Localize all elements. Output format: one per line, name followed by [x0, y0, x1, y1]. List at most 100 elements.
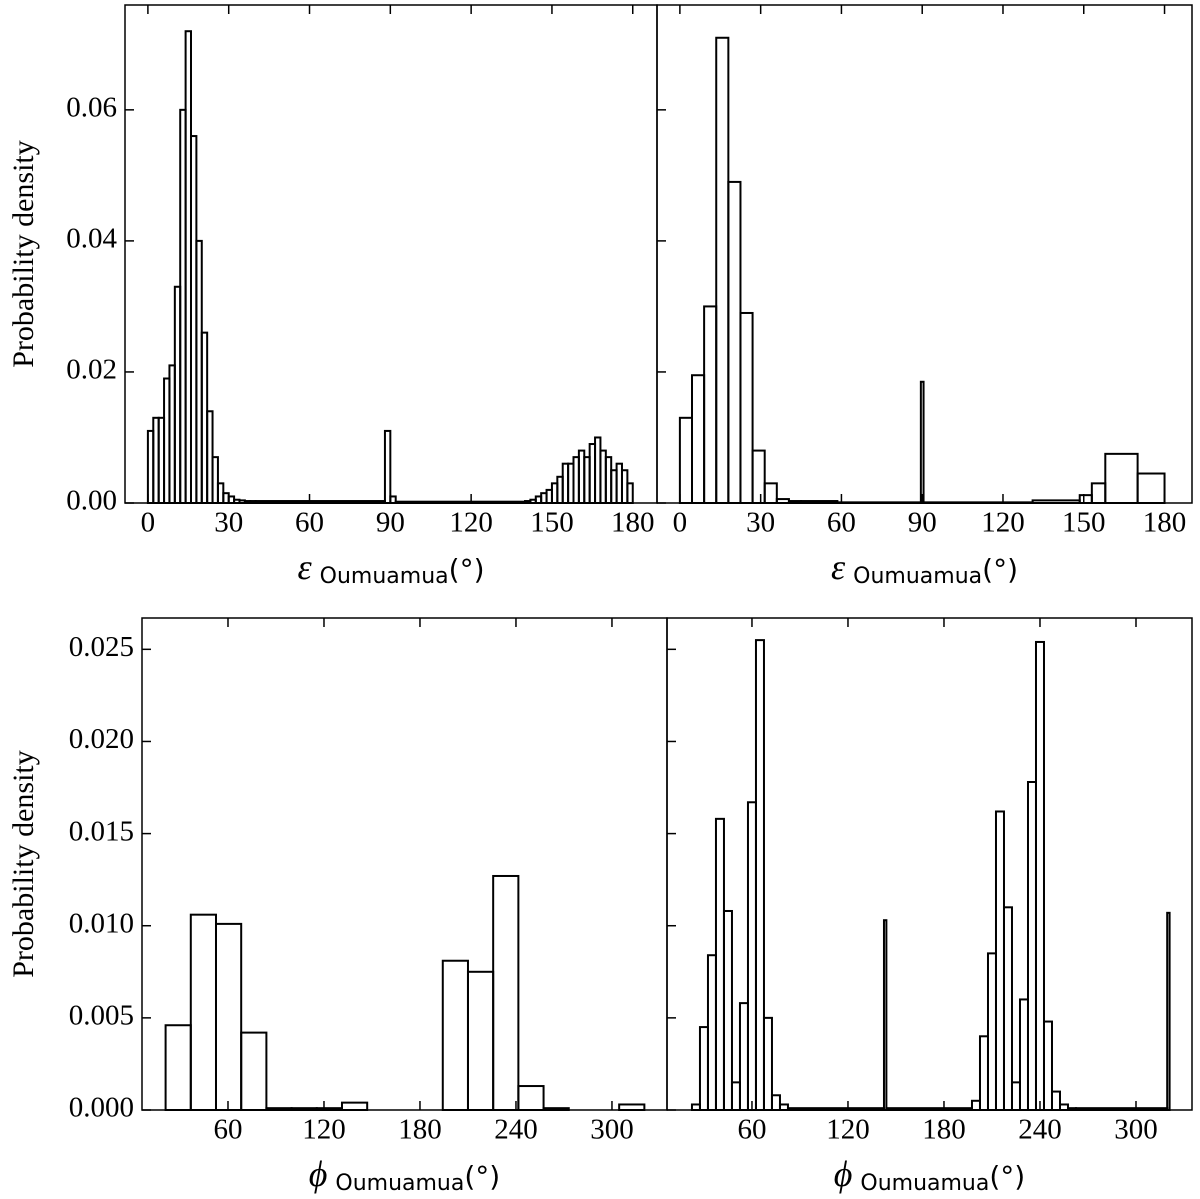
histogram-bar [1090, 482, 1107, 504]
y-tick-label: 0.025 [69, 631, 134, 663]
x-label-sub: Oumuamua [335, 1171, 464, 1196]
y-tick-label: 0.00 [66, 485, 117, 517]
axes-frame [124, 4, 658, 504]
x-tick-label: 300 [590, 1114, 634, 1146]
x-tick-label: 0 [141, 507, 156, 539]
histogram-bar [1002, 906, 1013, 1111]
x-axis-label: ε Oumuamua(°) [831, 547, 1018, 589]
y-tick-label: 0.005 [69, 1000, 134, 1032]
x-tick-label: 120 [981, 507, 1025, 539]
histogram-bar [706, 954, 717, 1112]
histogram-bar [626, 482, 634, 504]
axes-frame [656, 4, 1193, 504]
histogram-bar [970, 1099, 981, 1111]
axes-frame [666, 617, 1193, 1111]
x-label-unit: (°) [989, 1160, 1025, 1193]
histogram-bar [517, 1085, 545, 1111]
histogram-bar [383, 429, 392, 504]
histogram-bar [240, 1031, 268, 1111]
x-tick-label: 240 [1018, 1114, 1062, 1146]
histogram-bar [738, 1002, 749, 1111]
x-tick-label: 150 [530, 507, 574, 539]
x-label-symbol: ϕ [834, 1154, 853, 1194]
histogram-bar [994, 810, 1005, 1111]
x-label-sub: Oumuamua [853, 564, 982, 589]
x-label-symbol: ϕ [309, 1154, 328, 1194]
y-tick-label: 0.010 [69, 907, 134, 939]
x-label-unit: (°) [464, 1160, 500, 1193]
histogram-bar [441, 959, 469, 1111]
x-tick-label: 120 [302, 1114, 346, 1146]
histogram-bar [722, 909, 733, 1111]
x-tick-label: 30 [746, 507, 775, 539]
histogram-bar [1018, 998, 1029, 1112]
histogram-bar [678, 416, 694, 505]
histogram-bar [763, 482, 778, 504]
histogram-bar [714, 817, 725, 1111]
y-tick-label: 0.020 [69, 723, 134, 755]
x-tick-label: 150 [1062, 507, 1106, 539]
x-tick-label: 90 [908, 507, 937, 539]
histogram-bar [1026, 781, 1037, 1111]
y-axis-label: Probability density [7, 750, 40, 978]
x-label-sub: Oumuamua [860, 1171, 989, 1196]
histogram-bar [1136, 472, 1166, 504]
histogram-bar [754, 639, 765, 1111]
x-axis-label: ϕ Oumuamua(°) [309, 1154, 500, 1196]
histogram-bar [1010, 1081, 1021, 1111]
histogram-bar [715, 36, 730, 505]
x-label-sub: Oumuamua [320, 564, 449, 589]
histogram-bar [189, 913, 217, 1111]
x-tick-label: 120 [826, 1114, 870, 1146]
histogram-bar [698, 1026, 709, 1111]
histogram-bar [1104, 452, 1139, 504]
histogram-bar [739, 311, 754, 505]
histogram-bar [727, 180, 742, 504]
histogram-bar [214, 922, 243, 1111]
x-tick-label: 120 [449, 507, 493, 539]
histogram-bar [1166, 911, 1171, 1112]
histogram-bar [164, 1024, 192, 1112]
histogram-bar [770, 1094, 781, 1111]
histogram-bar [1078, 494, 1093, 504]
x-tick-label: 60 [827, 507, 856, 539]
x-axis-label: ϕ Oumuamua(°) [834, 1154, 1025, 1196]
histogram-bar [691, 374, 706, 505]
y-tick-label: 0.000 [69, 1092, 134, 1124]
histogram-bar [703, 305, 718, 504]
histogram-bar [882, 919, 888, 1112]
x-tick-label: 0 [673, 507, 688, 539]
histogram-bar [1042, 1020, 1053, 1111]
x-label-symbol: ε [831, 547, 846, 587]
histogram-bar [1034, 640, 1045, 1112]
x-tick-label: 300 [1114, 1114, 1158, 1146]
x-tick-label: 180 [611, 507, 655, 539]
y-axis-label: Probability density [7, 140, 40, 368]
histogram-bar [1050, 1090, 1061, 1111]
y-tick-label: 0.04 [66, 223, 117, 255]
x-tick-label: 180 [1143, 507, 1187, 539]
x-tick-label: 60 [213, 1114, 242, 1146]
x-tick-label: 60 [295, 507, 324, 539]
y-tick-label: 0.02 [66, 354, 117, 386]
x-label-unit: (°) [449, 553, 485, 586]
histogram-bar [466, 970, 495, 1111]
y-tick-label: 0.015 [69, 815, 134, 847]
histogram-bar [492, 874, 520, 1112]
x-tick-label: 240 [494, 1114, 538, 1146]
x-label-unit: (°) [982, 553, 1018, 586]
histogram-bar [746, 801, 757, 1111]
x-tick-label: 30 [214, 507, 243, 539]
x-tick-label: 90 [376, 507, 405, 539]
histogram-bar [778, 1103, 789, 1112]
histogram-bar [618, 1103, 646, 1112]
x-tick-label: 180 [398, 1114, 442, 1146]
x-tick-label: 60 [737, 1114, 766, 1146]
histogram-bar [919, 380, 925, 504]
histogram-bar [762, 1016, 773, 1112]
histogram-bar [978, 1035, 989, 1111]
axes-frame [141, 617, 668, 1111]
histogram-bar [690, 1103, 701, 1112]
histogram-bar [340, 1101, 369, 1112]
